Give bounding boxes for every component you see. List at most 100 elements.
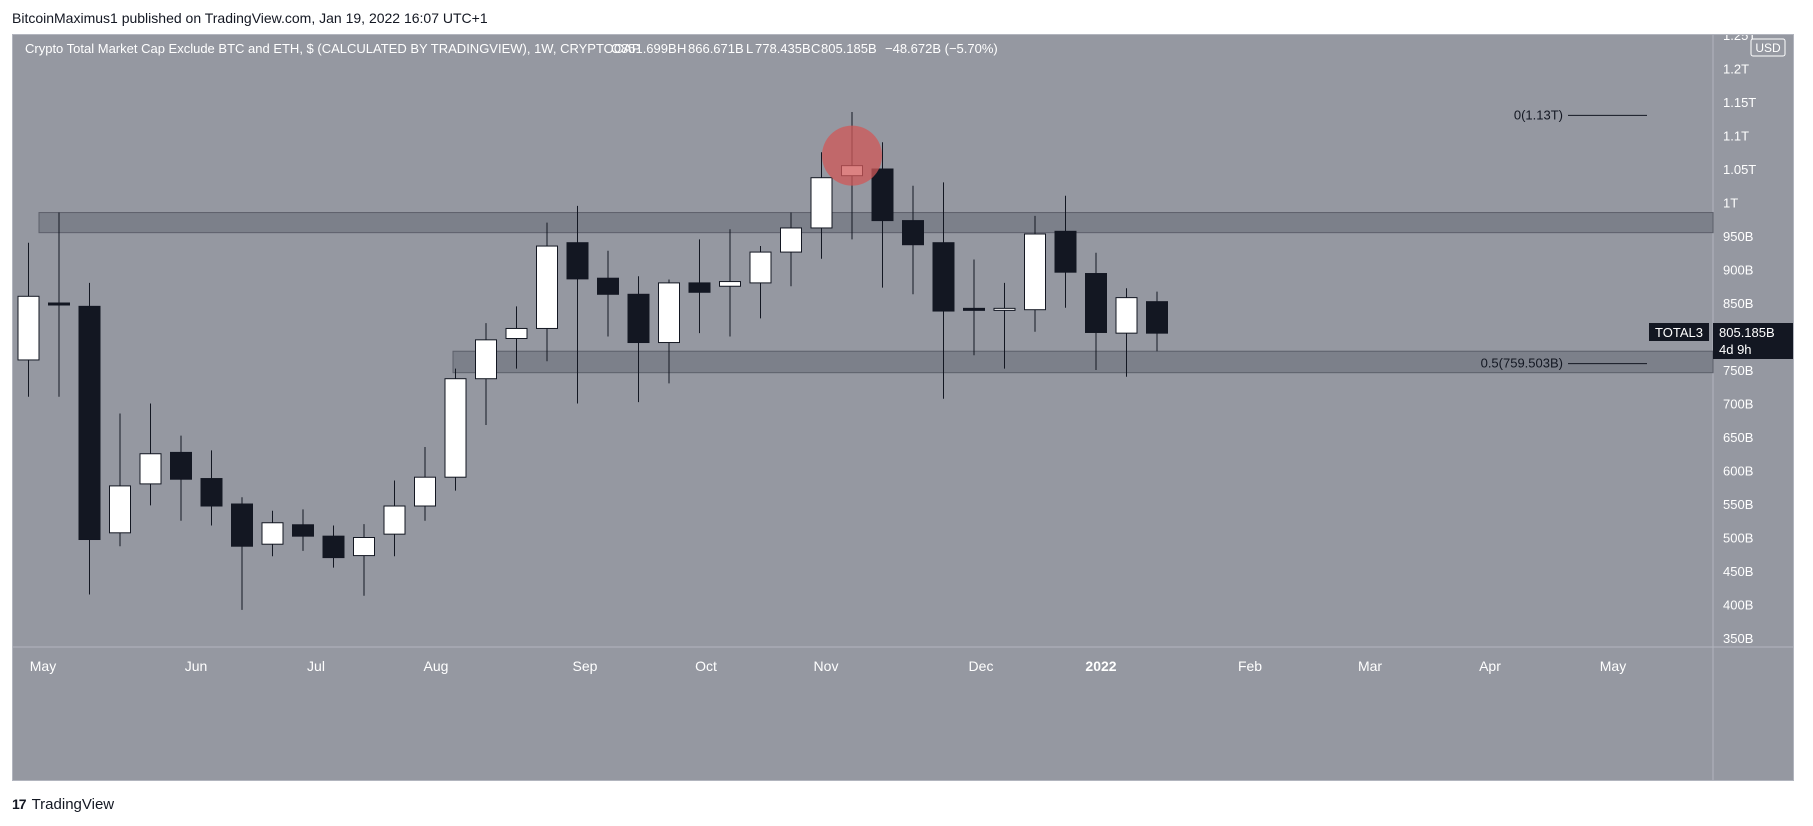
x-tick-label: Apr <box>1479 658 1501 674</box>
candle-body-down <box>871 168 894 222</box>
candle <box>17 242 40 397</box>
candle-body-up <box>109 485 131 534</box>
candle <box>749 246 772 319</box>
candle-body-up <box>475 339 497 380</box>
publisher-header: BitcoinMaximus1 published on TradingView… <box>12 10 488 26</box>
candle-body-down <box>963 307 985 311</box>
support-resistance-zones <box>38 212 1714 374</box>
candle <box>200 450 223 526</box>
candle <box>292 509 314 551</box>
x-tick-label: Nov <box>814 658 839 674</box>
plot-background[interactable] <box>13 35 1713 647</box>
y-tick-label: 1.1T <box>1723 129 1749 144</box>
candle <box>1054 195 1077 308</box>
candle <box>505 306 528 369</box>
x-tick-label: Jul <box>307 658 325 674</box>
symbol-label: TOTAL3 <box>1655 325 1703 340</box>
y-tick-label: 900B <box>1723 263 1753 278</box>
candle <box>810 152 833 259</box>
candle <box>780 212 802 287</box>
candle-body-down <box>170 451 192 480</box>
candle-body-up <box>444 378 467 478</box>
candle <box>658 279 680 384</box>
candle-body-down <box>78 305 101 541</box>
time-axis-labels: May Jun Jul Aug Sep Oct Nov Dec 2022 Feb Mar Apr May <box>30 658 1626 674</box>
candle-body-up <box>261 522 284 545</box>
candle-body-up <box>414 476 436 507</box>
x-tick-label: Dec <box>969 658 994 674</box>
fib-label: 0(1.13T) <box>1514 107 1563 122</box>
candle-body-up <box>993 307 1016 311</box>
candle <box>414 447 436 521</box>
legend-close-value: 805.185B <box>821 41 877 56</box>
currency-label: USD <box>1755 41 1781 55</box>
candle-body-up <box>1024 233 1046 311</box>
time-axis-background[interactable] <box>13 647 1793 780</box>
candle <box>871 142 894 288</box>
candle-body-down <box>1146 301 1168 334</box>
candle <box>475 323 497 425</box>
candle <box>688 239 711 334</box>
candle-body-up <box>658 282 680 344</box>
x-tick-label: Oct <box>695 658 717 674</box>
candle-body-down <box>932 242 955 312</box>
y-tick-label: 500B <box>1723 531 1753 546</box>
candle-body-down <box>231 503 253 547</box>
y-tick-label: 600B <box>1723 464 1753 479</box>
x-tick-label: May <box>30 658 56 674</box>
legend-open-label: O <box>611 41 621 56</box>
legend-open-value: 851.699B <box>621 41 677 56</box>
y-tick-label: 400B <box>1723 598 1753 613</box>
candle <box>1024 215 1046 332</box>
candle <box>170 435 192 521</box>
candle-body-up <box>780 227 802 253</box>
footer-brand: TradingView <box>31 795 115 813</box>
candle-body-up <box>749 251 772 284</box>
candle-body-down <box>200 478 223 507</box>
legend-high-value: 866.671B <box>688 41 744 56</box>
legend-low-value: 778.435B <box>755 41 811 56</box>
candle <box>993 282 1016 369</box>
candle <box>78 282 101 595</box>
candle-body-up <box>536 245 558 329</box>
highlight-circle <box>822 125 882 186</box>
candle <box>261 510 284 557</box>
candle <box>109 413 131 547</box>
candle-body-down <box>322 535 345 559</box>
y-tick-label: 1.15T <box>1723 95 1756 110</box>
candle-body-up <box>810 177 833 229</box>
chart-frame[interactable]: 0(1.13T) 0.5(759.503B) 1.25T 1.2T 1.15T 1.1T… <box>0 28 1794 781</box>
candle <box>597 250 619 337</box>
y-tick-label: 350B <box>1723 631 1753 646</box>
candle <box>139 403 162 506</box>
candle <box>231 497 253 610</box>
tradingview-logo-icon: 17 <box>12 796 27 812</box>
candle-body-down <box>48 302 70 306</box>
candle <box>383 480 406 557</box>
candle <box>1146 291 1168 352</box>
currency-button[interactable]: USD <box>1750 38 1786 57</box>
zone-rect <box>452 350 1714 374</box>
footer[interactable]: 17 TradingView <box>12 794 114 814</box>
legend-close-label: C <box>811 41 820 56</box>
candle <box>932 182 955 399</box>
candle <box>566 205 589 404</box>
candle <box>963 259 985 356</box>
legend-title: Crypto Total Market Cap Exclude BTC and … <box>25 41 641 56</box>
candle <box>322 525 345 568</box>
legend-low-label: L <box>746 41 753 56</box>
x-tick-label: Jun <box>185 658 208 674</box>
candle <box>1085 252 1107 370</box>
candlestick-chart[interactable]: 0(1.13T)0.5(759.503B) 1.25T1.2T1.15T1.1T… <box>0 28 1793 780</box>
y-tick-label: 1.05T <box>1723 162 1756 177</box>
y-tick-label: 850B <box>1723 296 1753 311</box>
candle <box>536 222 558 362</box>
legend-change: −48.672B (−5.70%) <box>885 41 998 56</box>
y-tick-label: 750B <box>1723 363 1753 378</box>
x-tick-label: Mar <box>1358 658 1382 674</box>
y-tick-label: 450B <box>1723 564 1753 579</box>
candle-body-up <box>17 295 40 361</box>
y-tick-label: 550B <box>1723 497 1753 512</box>
countdown-label: 4d 9h <box>1719 342 1752 357</box>
candle <box>353 524 375 596</box>
